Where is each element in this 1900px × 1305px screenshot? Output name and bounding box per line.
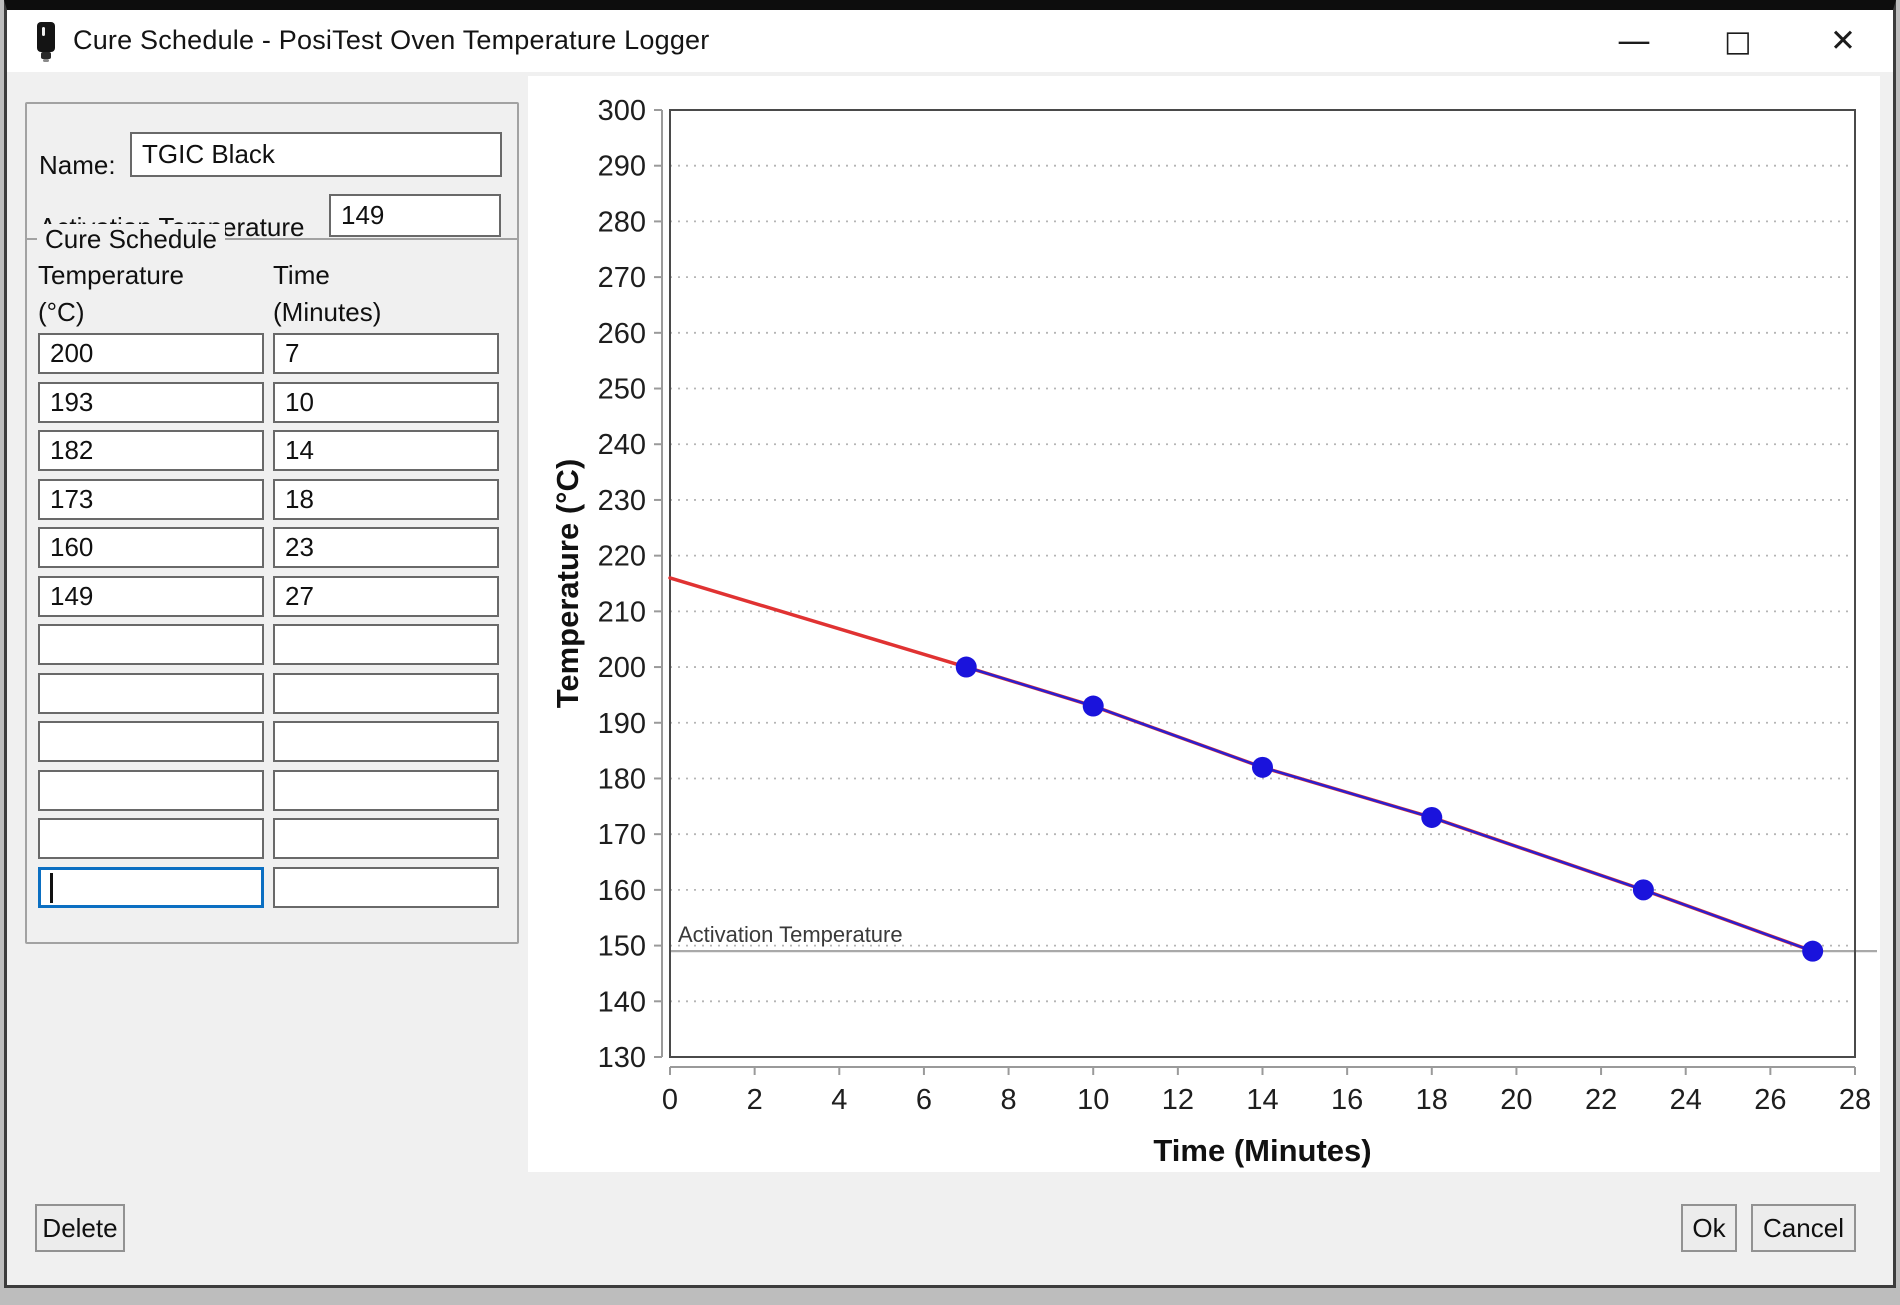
y-tick-label-150: 150 <box>598 931 646 963</box>
delete-button[interactable]: Delete <box>35 1204 125 1252</box>
schedule-temperature-input-10[interactable] <box>38 818 264 859</box>
y-tick-label-160: 160 <box>598 875 646 907</box>
maximize-button[interactable]: □ <box>1724 24 1752 58</box>
y-axis-title: Temperature (°C) <box>550 459 585 709</box>
data-point-14min-182c <box>1252 756 1273 778</box>
time-column-header: Time <box>273 260 330 290</box>
data-point-7min-200c <box>955 656 977 678</box>
schedule-temperature-input-5[interactable] <box>38 575 264 617</box>
schedule-temperature-input-6[interactable] <box>38 624 264 665</box>
schedule-time-input-3[interactable] <box>273 478 499 520</box>
ok-button[interactable]: Ok <box>1681 1204 1737 1252</box>
schedule-time-input-6[interactable] <box>273 624 499 665</box>
temperature-column-units: (°C) <box>38 297 85 327</box>
data-point-23min-160c <box>1632 879 1654 901</box>
x-tick-label-4: 4 <box>831 1084 847 1116</box>
series-line-cure-schedule <box>965 665 1814 953</box>
x-tick-label-6: 6 <box>916 1084 932 1116</box>
temperature-column-header: Temperature <box>38 260 184 290</box>
x-tick-label-8: 8 <box>1001 1084 1017 1116</box>
y-tick-label-240: 240 <box>598 429 646 461</box>
x-tick-label-20: 20 <box>1500 1084 1532 1116</box>
schedule-time-input-1[interactable] <box>273 381 499 423</box>
y-tick-label-210: 210 <box>598 596 646 628</box>
schedule-temperature-input-9[interactable] <box>38 769 264 811</box>
x-tick-label-0: 0 <box>662 1084 678 1116</box>
x-tick-label-28: 28 <box>1839 1084 1871 1116</box>
x-tick-label-18: 18 <box>1416 1084 1448 1116</box>
y-tick-label-180: 180 <box>598 763 646 795</box>
data-point-27min-149c <box>1802 940 1824 962</box>
y-tick-label-290: 290 <box>598 151 646 183</box>
cure-schedule-group-title: Cure Schedule <box>37 224 225 255</box>
schedule-time-input-10[interactable] <box>273 818 499 859</box>
title-bar: Cure Schedule - PosiTest Oven Temperatur… <box>7 10 1893 72</box>
y-tick-label-230: 230 <box>598 485 646 517</box>
schedule-temperature-input-3[interactable] <box>38 478 264 520</box>
schedule-temperature-input-4[interactable] <box>38 527 264 568</box>
x-tick-label-2: 2 <box>747 1084 763 1116</box>
name-input[interactable] <box>130 132 502 177</box>
schedule-time-input-11[interactable] <box>273 866 499 908</box>
chart-panel: Activation Temperature 130 140 150 160 170 180… <box>528 76 1880 1172</box>
x-tick-label-10: 10 <box>1077 1084 1109 1116</box>
schedule-temperature-input-7[interactable] <box>38 672 264 714</box>
y-tick-label-270: 270 <box>598 262 646 294</box>
dialog-window: Cure Schedule - PosiTest Oven Temperatur… <box>4 0 1896 1288</box>
schedule-time-input-2[interactable] <box>273 430 499 471</box>
schedule-temperature-input-8[interactable] <box>38 721 264 762</box>
y-tick-label-200: 200 <box>598 652 646 684</box>
y-tick-label-170: 170 <box>598 819 646 851</box>
x-tick-label-16: 16 <box>1331 1084 1363 1116</box>
schedule-time-input-5[interactable] <box>273 575 499 617</box>
schedule-time-input-0[interactable] <box>273 333 499 374</box>
x-tick-label-22: 22 <box>1585 1084 1617 1116</box>
name-label: Name: <box>39 150 116 180</box>
text-caret <box>50 872 53 903</box>
data-point-10min-193c <box>1082 695 1104 717</box>
x-axis-title: Time (Minutes) <box>1153 1133 1371 1168</box>
y-tick-label-260: 260 <box>598 318 646 350</box>
schedule-time-input-7[interactable] <box>273 672 499 714</box>
window-title: Cure Schedule - PosiTest Oven Temperatur… <box>73 25 710 55</box>
schedule-time-input-9[interactable] <box>273 769 499 811</box>
schedule-temperature-input-1[interactable] <box>38 381 264 423</box>
cure-profile-chart: Activation Temperature130140150160170180… <box>550 95 1877 1168</box>
x-tick-label-14: 14 <box>1246 1084 1278 1116</box>
data-point-18min-173c <box>1421 806 1443 828</box>
schedule-time-input-4[interactable] <box>273 527 499 568</box>
y-tick-label-190: 190 <box>598 708 646 740</box>
schedule-temperature-input-0[interactable] <box>38 333 264 374</box>
x-tick-label-12: 12 <box>1162 1084 1194 1116</box>
x-tick-label-26: 26 <box>1754 1084 1786 1116</box>
schedule-temperature-input-11[interactable] <box>38 866 264 908</box>
cancel-button[interactable]: Cancel <box>1751 1204 1856 1252</box>
minimize-button[interactable]: — <box>1617 21 1651 61</box>
y-tick-label-220: 220 <box>598 541 646 573</box>
x-tick-label-24: 24 <box>1670 1084 1702 1116</box>
activation-temperature-input[interactable] <box>329 194 501 237</box>
y-tick-label-280: 280 <box>598 206 646 238</box>
schedule-time-input-8[interactable] <box>273 721 499 762</box>
close-button[interactable]: ✕ <box>1830 23 1856 59</box>
plot-frame <box>669 109 1856 1058</box>
y-tick-label-250: 250 <box>598 374 646 406</box>
activation-temperature-annotation: Activation Temperature <box>678 922 903 947</box>
y-tick-label-140: 140 <box>598 986 646 1018</box>
dialog-content: Name: Activation Temperature Cure Schedu… <box>7 72 1893 1286</box>
app-icon <box>37 22 55 62</box>
schedule-temperature-input-2[interactable] <box>38 430 264 471</box>
time-column-units: (Minutes) <box>273 297 382 327</box>
y-tick-label-130: 130 <box>598 1042 646 1074</box>
y-tick-label-300: 300 <box>598 95 646 127</box>
